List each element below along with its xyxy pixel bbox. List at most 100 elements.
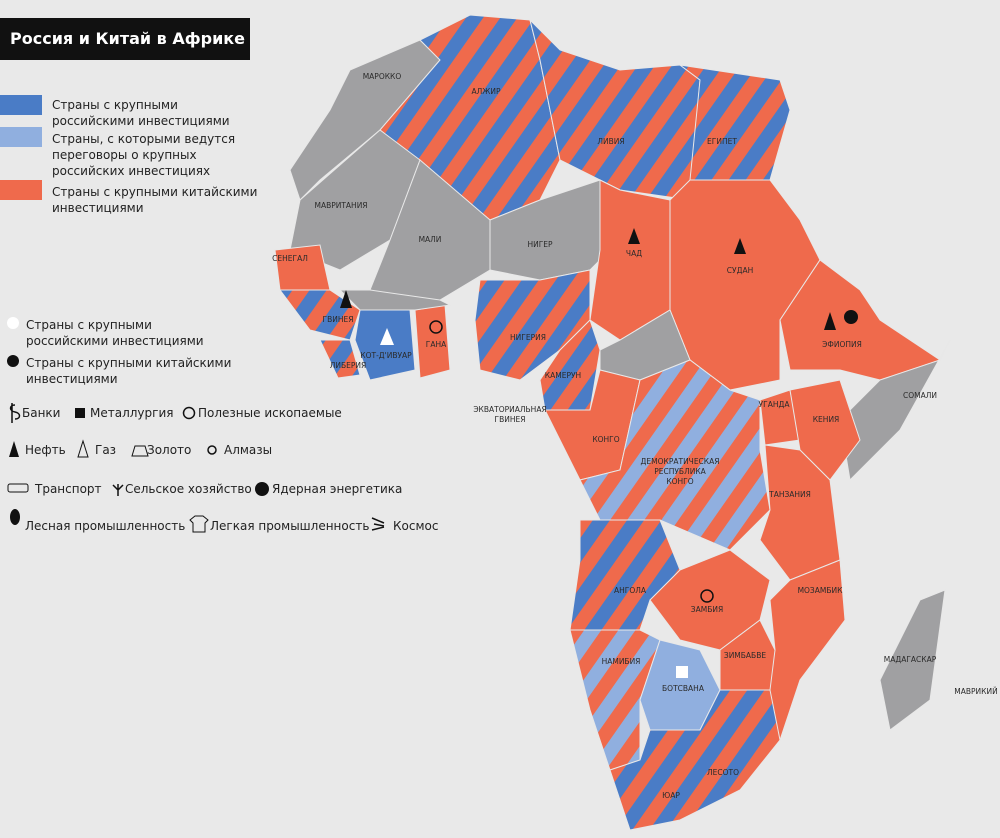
country-label: ЛИВИЯ bbox=[597, 137, 624, 146]
country-label: СОМАЛИ bbox=[903, 391, 937, 400]
country bbox=[569, 519, 681, 631]
country-label: ЕГИПЕТ bbox=[707, 137, 737, 146]
country-label: ГВИНЕЯ bbox=[323, 315, 354, 324]
country-label: ЭФИОПИЯ bbox=[822, 340, 862, 349]
legend-icon bbox=[9, 403, 21, 423]
country-label: ЛИБЕРИЯ bbox=[330, 361, 366, 370]
legend-icon bbox=[7, 483, 29, 493]
country bbox=[279, 289, 361, 341]
country-label: НАМИБИЯ bbox=[602, 657, 641, 666]
legend-label: Страны с крупными китайскими инвестициям… bbox=[26, 356, 232, 386]
legend-swatch bbox=[0, 127, 42, 147]
country-label: ДЕМОКРАТИЧЕСКАЯ РЕСПУБЛИКА КОНГО bbox=[641, 457, 720, 486]
legend-icon bbox=[77, 439, 89, 458]
country bbox=[789, 379, 861, 481]
country bbox=[529, 18, 701, 201]
legend-label: Транспорт bbox=[35, 482, 102, 496]
country-label: БОТСВАНА bbox=[662, 684, 705, 693]
legend-label: Полезные ископаемые bbox=[198, 406, 342, 420]
country-label: КОНГО bbox=[592, 435, 619, 444]
legend-label: Ядерная энергетика bbox=[272, 482, 403, 496]
legend-label: Страны с крупными китайскими инвестициям… bbox=[52, 185, 258, 215]
legend-icon bbox=[255, 482, 269, 496]
country-label: ЗАМБИЯ bbox=[691, 605, 723, 614]
legend-label: Лесная промышленность bbox=[25, 519, 186, 533]
legend-swatch bbox=[0, 180, 42, 200]
legend-label: Металлургия bbox=[90, 406, 174, 420]
map-icons bbox=[340, 228, 858, 678]
legend-icon bbox=[207, 445, 217, 455]
legend-label: Газ bbox=[95, 443, 117, 457]
country-label: СУДАН bbox=[727, 266, 753, 275]
country-label: АНГОЛА bbox=[614, 586, 647, 595]
country-label: МАЛИ bbox=[419, 235, 442, 244]
country-label: ТАНЗАНИЯ bbox=[768, 490, 811, 499]
legend-icon bbox=[9, 441, 19, 457]
country-label: УГАНДА bbox=[759, 400, 791, 409]
legend-icon bbox=[10, 509, 20, 525]
country-label: НИГЕРИЯ bbox=[510, 333, 546, 342]
country-label: ГАНА bbox=[426, 340, 447, 349]
legend-label: Банки bbox=[22, 406, 61, 420]
icon-gas bbox=[380, 328, 394, 345]
country-label: ЗИМБАБВЕ bbox=[724, 651, 766, 660]
legend-label: Сельское хозяйство bbox=[125, 482, 252, 496]
legend-icon bbox=[131, 445, 149, 457]
legend-label: Золото bbox=[147, 443, 192, 457]
country bbox=[579, 359, 771, 551]
legend-icon bbox=[371, 517, 385, 531]
country bbox=[719, 619, 776, 691]
country-label: МАРОККО bbox=[363, 72, 402, 81]
country bbox=[338, 289, 452, 311]
countries bbox=[274, 14, 951, 831]
country bbox=[274, 244, 331, 291]
country-label-line: ЭКВАТОРИАЛЬНАЯ bbox=[473, 405, 546, 414]
legend-label: Алмазы bbox=[224, 443, 273, 457]
legend-label: Страны с крупными российскими инвестиция… bbox=[26, 318, 204, 348]
icon-oil bbox=[824, 312, 836, 330]
icon-metal bbox=[676, 666, 688, 678]
country-label: КАМЕРУН bbox=[545, 371, 581, 380]
icon-oil bbox=[734, 238, 746, 254]
country-label-line: ГВИНЕЯ bbox=[495, 415, 526, 424]
country bbox=[569, 629, 661, 771]
legend-swatch bbox=[0, 95, 42, 115]
legend-label: Страны с крупными российскими инвестиция… bbox=[52, 98, 230, 128]
country-label: МАВРИКИЙ bbox=[954, 687, 997, 696]
country-label: МОЗАМБИК bbox=[798, 586, 844, 595]
country bbox=[589, 179, 671, 341]
country-label: ЧАД bbox=[626, 249, 642, 258]
country-label: МАДАГАСКАР bbox=[884, 655, 937, 664]
legend-label: Нефть bbox=[25, 443, 66, 457]
country-label: ЮАР bbox=[662, 791, 680, 800]
legend-label: Космос bbox=[393, 519, 439, 533]
legend-label: Страны, с которыми ведутся переговоры о … bbox=[52, 132, 236, 178]
country-label: НИГЕР bbox=[527, 240, 553, 249]
country-label: КОТ-Д'ИВУАР bbox=[360, 351, 412, 360]
country-labels: МАРОККО АЛЖИР ЛИВИЯ ЕГИПЕТ МАВРИТАНИЯ МАЛИ НИГ… bbox=[272, 72, 998, 800]
country-label-line: КОНГО bbox=[666, 477, 693, 486]
country-label: ЭКВАТОРИАЛЬНАЯ ГВИНЕЯ bbox=[473, 405, 546, 424]
legend-dot bbox=[7, 317, 19, 329]
icon-forest bbox=[844, 310, 858, 324]
country-label: АЛЖИР bbox=[472, 87, 501, 96]
country bbox=[609, 689, 781, 831]
legend-icon bbox=[75, 408, 85, 418]
legend-label: Легкая промышленность bbox=[210, 519, 370, 533]
legend-icon bbox=[189, 515, 209, 533]
country bbox=[379, 14, 561, 221]
legend-icon bbox=[182, 406, 196, 420]
country-label-line: ДЕМОКРАТИЧЕСКАЯ bbox=[641, 457, 720, 466]
icon-oil bbox=[340, 290, 352, 308]
icon-minerals bbox=[429, 320, 443, 334]
icon-oil bbox=[628, 228, 640, 244]
map-title: Россия и Китай в Африке bbox=[0, 18, 250, 60]
country-label: МАВРИТАНИЯ bbox=[314, 201, 367, 210]
legend-icons bbox=[0, 95, 385, 533]
country-label-line: РЕСПУБЛИКА bbox=[654, 467, 706, 476]
country bbox=[879, 589, 946, 731]
icon-minerals bbox=[700, 589, 714, 603]
legend-dot bbox=[7, 355, 19, 367]
